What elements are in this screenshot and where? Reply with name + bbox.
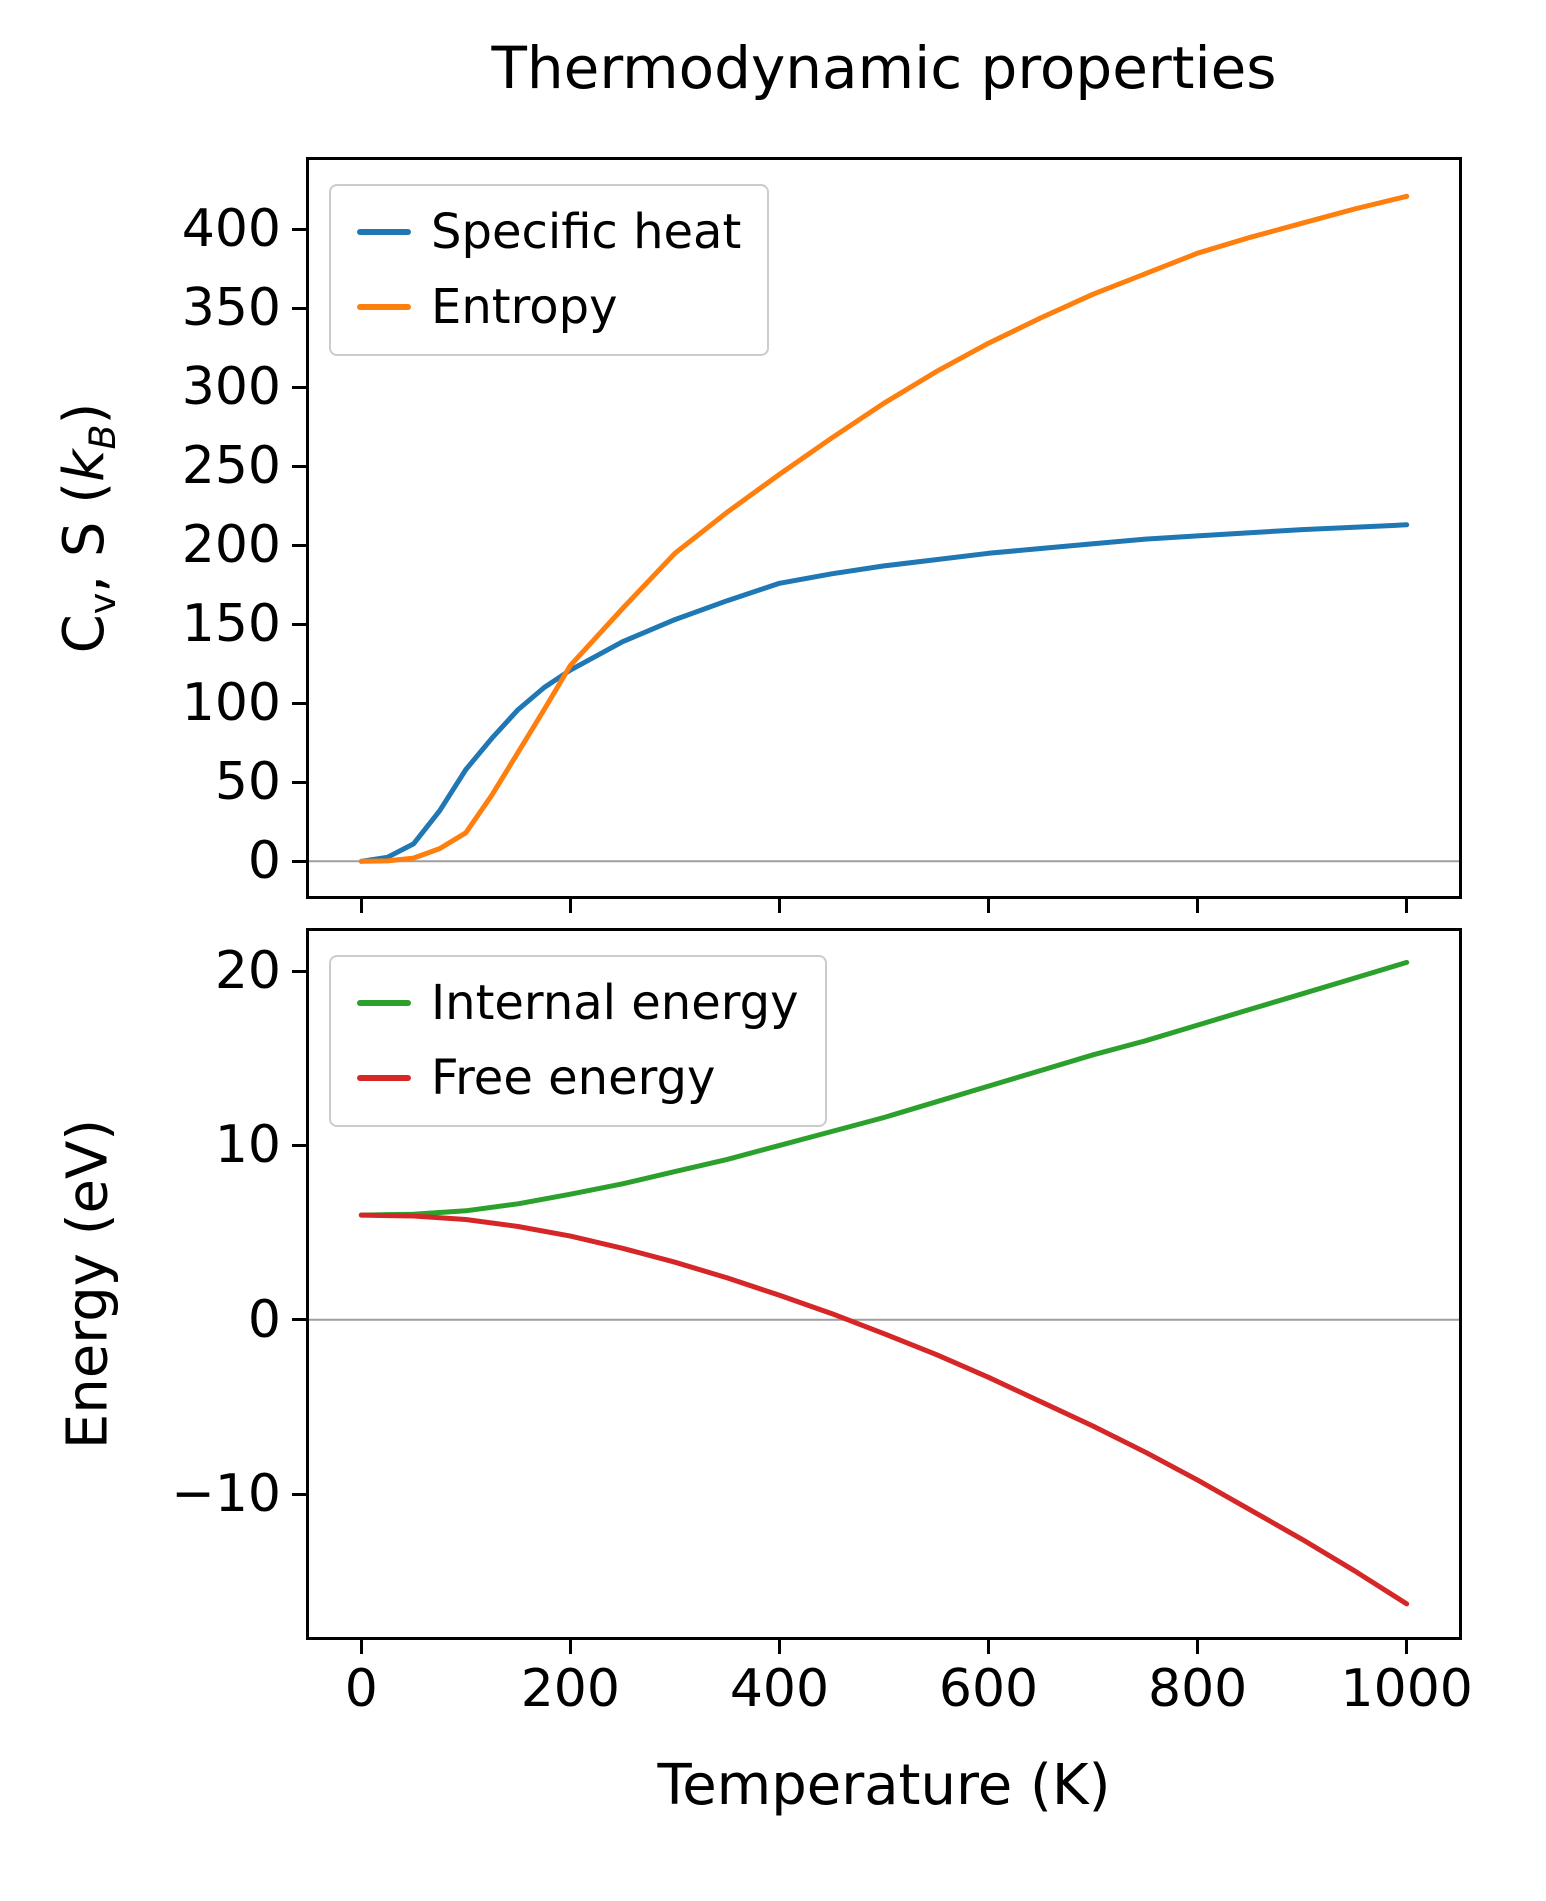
free-energy-curve	[358, 1212, 1410, 1607]
legend-label-internal-energy: Internal energy	[431, 975, 799, 1031]
legend-label-specific-heat: Specific heat	[431, 204, 742, 260]
y-tick-label: 350	[181, 278, 281, 339]
y-tick-label: 50	[214, 752, 281, 813]
x-tick	[987, 899, 991, 913]
x-tick-label: 800	[1147, 1659, 1248, 1719]
x-axis-label: Temperature (K)	[657, 1753, 1111, 1818]
internal-energy-curve	[358, 959, 1410, 1218]
x-tick	[359, 899, 363, 913]
legend-entry-free-energy: Free energy	[357, 1049, 799, 1106]
legend-label-entropy: Entropy	[431, 278, 618, 335]
y-tick	[292, 464, 306, 468]
x-tick-label: 0	[344, 1659, 378, 1719]
y-tick-label: 150	[181, 594, 281, 655]
y-tick-label: 0	[247, 831, 281, 892]
y-tick	[292, 1143, 306, 1147]
x-tick	[568, 899, 572, 913]
upper-plot-canvas-clip	[309, 160, 1459, 896]
legend-upper: Specific heat Entropy	[329, 184, 770, 356]
x-tick	[1405, 899, 1409, 913]
specific-heat-line-swatch	[357, 229, 411, 236]
y-tick-label: 20	[214, 941, 281, 1002]
y-tick	[292, 227, 306, 231]
legend-entry-specific-heat: Specific heat	[357, 206, 741, 259]
legend-entry-entropy: Entropy	[357, 278, 741, 335]
y-tick-label: 300	[181, 357, 281, 418]
legend-entry-internal-energy: Internal energy	[357, 977, 799, 1030]
x-tick	[1405, 1640, 1409, 1654]
x-tick	[1196, 899, 1200, 913]
y-tick-label: 400	[181, 199, 281, 260]
x-tick	[568, 1640, 572, 1654]
lower-plot-canvas-clip	[309, 931, 1459, 1637]
y-tick	[292, 543, 306, 547]
y-tick-label: 100	[181, 673, 281, 734]
x-tick	[1196, 1640, 1200, 1654]
entropy-line-swatch	[357, 304, 411, 311]
y-tick	[292, 385, 306, 389]
y-tick	[292, 701, 306, 705]
y-tick-label: 0	[247, 1289, 281, 1350]
y-tick-label: 250	[181, 436, 281, 497]
lower-plot-area: Internal energy Free energy 0 200 400 600 80…	[171, 928, 1473, 1715]
thermo-lower-canvas	[309, 959, 1459, 1607]
x-tick	[359, 1640, 363, 1654]
specific-heat-curve	[358, 522, 1410, 864]
y-tick	[292, 780, 306, 784]
x-tick-label: 1000	[1340, 1659, 1473, 1719]
x-tick-label: 600	[938, 1659, 1039, 1719]
legend-label-free-energy: Free energy	[431, 1049, 716, 1106]
x-tick-label: 200	[520, 1659, 620, 1719]
x-tick	[777, 1640, 781, 1654]
y-tick-label: 10	[214, 1115, 281, 1176]
y-tick	[292, 859, 306, 863]
x-tick-label: 400	[729, 1659, 830, 1719]
y-tick-label: 200	[181, 515, 281, 576]
y-tick	[292, 306, 306, 310]
x-tick	[987, 1640, 991, 1654]
y-tick	[292, 969, 306, 973]
figure-title: Thermodynamic properties	[491, 34, 1277, 102]
entropy-curve	[358, 193, 1410, 864]
upper-plot-area: Specific heat Entropy 0 50 100 150 200 250 300…	[182, 157, 1462, 913]
y-tick-label: −10	[171, 1464, 281, 1525]
y-tick	[292, 622, 306, 626]
thermo-upper-canvas	[309, 193, 1459, 864]
y-tick	[292, 1492, 306, 1496]
free-energy-line-swatch	[357, 1075, 411, 1082]
internal-energy-line-swatch	[357, 1000, 411, 1007]
x-tick	[777, 899, 781, 913]
legend-lower: Internal energy Free energy	[329, 955, 827, 1127]
y-tick	[292, 1318, 306, 1322]
